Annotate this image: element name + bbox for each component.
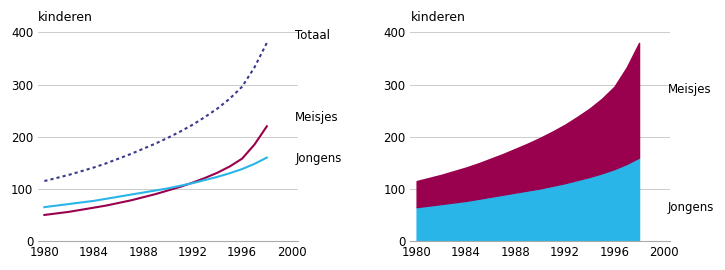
Text: kinderen: kinderen xyxy=(410,11,465,24)
Text: Jongens: Jongens xyxy=(668,201,714,214)
Text: Jongens: Jongens xyxy=(295,152,341,165)
Text: Meisjes: Meisjes xyxy=(295,111,339,124)
Text: Totaal: Totaal xyxy=(295,29,331,42)
Text: Meisjes: Meisjes xyxy=(668,83,711,96)
Text: kinderen: kinderen xyxy=(38,11,93,24)
